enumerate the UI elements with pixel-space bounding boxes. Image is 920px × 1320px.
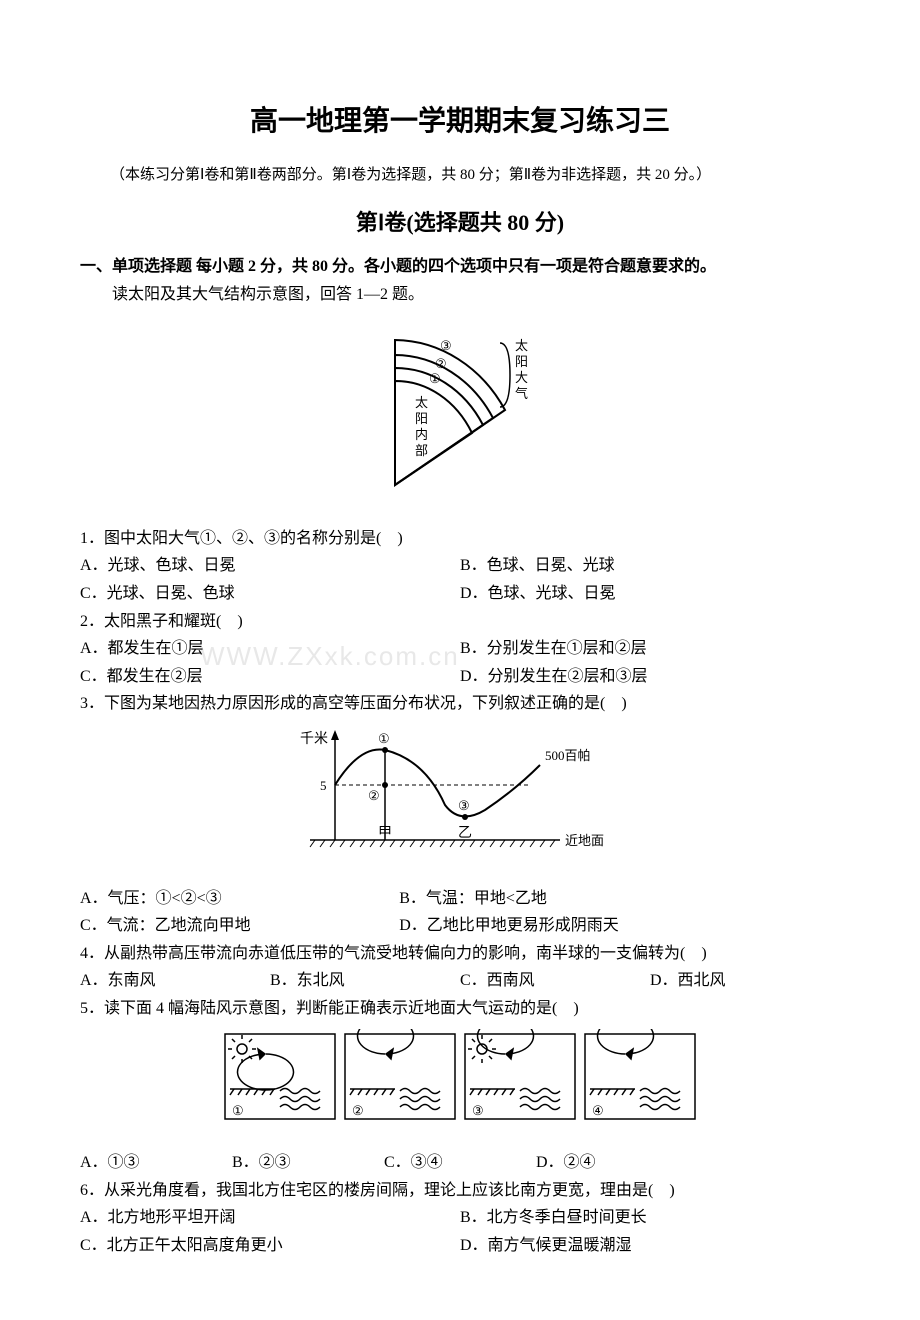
q6-opt-d: D．南方气候更温暖潮湿	[460, 1233, 840, 1259]
q5-opt-b: B．②③	[232, 1150, 384, 1176]
q3-text: 3．下图为某地因热力原因形成的高空等压面分布状况，下列叙述正确的是( )	[80, 691, 840, 717]
q1-opt-d: D．色球、光球、日冕	[460, 581, 840, 607]
q6-opt-c: C．北方正午太阳高度角更小	[80, 1233, 460, 1259]
figure-breeze: ① ②	[80, 1029, 840, 1138]
fig2-yi: 乙	[458, 825, 472, 841]
q3-opt-d: D．乙地比甲地更易形成阴雨天	[399, 913, 840, 939]
q4-opt-c: C．西南风	[460, 968, 650, 994]
q6-opt-b: B．北方冬季白昼时间更长	[460, 1205, 840, 1231]
document-title: 高一地理第一学期期末复习练习三	[80, 100, 840, 145]
q2-text: 2．太阳黑子和耀斑( )	[80, 609, 840, 635]
q2-opt-b: B．分别发生在①层和②层	[460, 636, 840, 662]
q6-opt-a: A．北方地形平坦开阔	[80, 1205, 460, 1231]
fig2-l1: ①	[378, 731, 390, 746]
fig1-label-1: ①	[429, 371, 441, 386]
q1-opt-b: B．色球、日冕、光球	[460, 553, 840, 579]
q2-opt-c: C．都发生在②层	[80, 664, 460, 690]
q4-opt-d: D．西北风	[650, 968, 840, 994]
fig2-tick5: 5	[320, 778, 327, 793]
q5-opt-c: C．③④	[384, 1150, 536, 1176]
q5-opt-a: A．①③	[80, 1150, 232, 1176]
fig2-jia: 甲	[378, 826, 392, 841]
fig2-pressure: 500百帕	[545, 748, 591, 763]
q3-opt-b: B．气温：甲地<乙地	[399, 886, 840, 912]
fig3-l3: ③	[472, 1103, 484, 1118]
fig1-label-2: ②	[435, 356, 447, 371]
fig1-inner-3: 内	[415, 427, 428, 442]
q4-text: 4．从副热带高压带流向赤道低压带的气流受地转偏向力的影响，南半球的一支偏转为( …	[80, 941, 840, 967]
q4-opt-b: B．东北风	[270, 968, 460, 994]
q1-text: 1．图中太阳大气①、②、③的名称分别是( )	[80, 526, 840, 552]
fig2-l3: ③	[458, 798, 470, 813]
reading-1: 读太阳及其大气结构示意图，回答 1—2 题。	[80, 282, 840, 308]
fig1-label-3: ③	[440, 338, 452, 353]
intro-note: （本练习分第Ⅰ卷和第Ⅱ卷两部分。第Ⅰ卷为选择题，共 80 分；第Ⅱ卷为非选择题，…	[80, 163, 840, 187]
fig3-l2: ②	[352, 1103, 364, 1118]
q4-opt-a: A．东南风	[80, 968, 270, 994]
fig2-ylabel: 千米	[300, 731, 328, 747]
instructions: 一、单项选择题 每小题 2 分，共 80 分。各小题的四个选项中只有一项是符合题…	[80, 254, 840, 280]
q2-opt-a: A．都发生在①层	[80, 636, 460, 662]
q1-opt-c: C．光球、日冕、色球	[80, 581, 460, 607]
q5-text: 5．读下面 4 幅海陆风示意图，判断能正确表示近地面大气运动的是( )	[80, 996, 840, 1022]
fig3-l4: ④	[592, 1103, 604, 1118]
fig2-ground: 近地面	[565, 833, 604, 848]
q2-opt-d: D．分别发生在②层和③层	[460, 664, 840, 690]
fig3-l1: ①	[232, 1103, 244, 1118]
q5-opt-d: D．②④	[536, 1150, 688, 1176]
figure-pressure: 千米 近地面 5 500百帕 ① ② ③ 甲 乙	[80, 725, 840, 874]
figure-sun-atmosphere: ③ ② ① 太 阳 内 部 太 阳 大 气	[80, 315, 840, 514]
fig1-inner-4: 部	[415, 443, 428, 458]
q3-opt-c: C．气流：乙地流向甲地	[80, 913, 399, 939]
section-title: 第Ⅰ卷(选择题共 80 分)	[80, 205, 840, 240]
fig2-l2: ②	[368, 788, 380, 803]
fig1-inner-2: 阳	[415, 411, 428, 426]
fig1-atm-3: 大	[515, 370, 528, 385]
q3-opt-a: A．气压：①<②<③	[80, 886, 399, 912]
fig1-inner-1: 太	[415, 395, 428, 410]
q6-text: 6．从采光角度看，我国北方住宅区的楼房间隔，理论上应该比南方更宽，理由是( )	[80, 1178, 840, 1204]
fig1-atm-1: 太	[515, 338, 528, 353]
fig1-atm-2: 阳	[515, 354, 528, 369]
q1-opt-a: A．光球、色球、日冕	[80, 553, 460, 579]
fig1-atm-4: 气	[515, 386, 528, 401]
